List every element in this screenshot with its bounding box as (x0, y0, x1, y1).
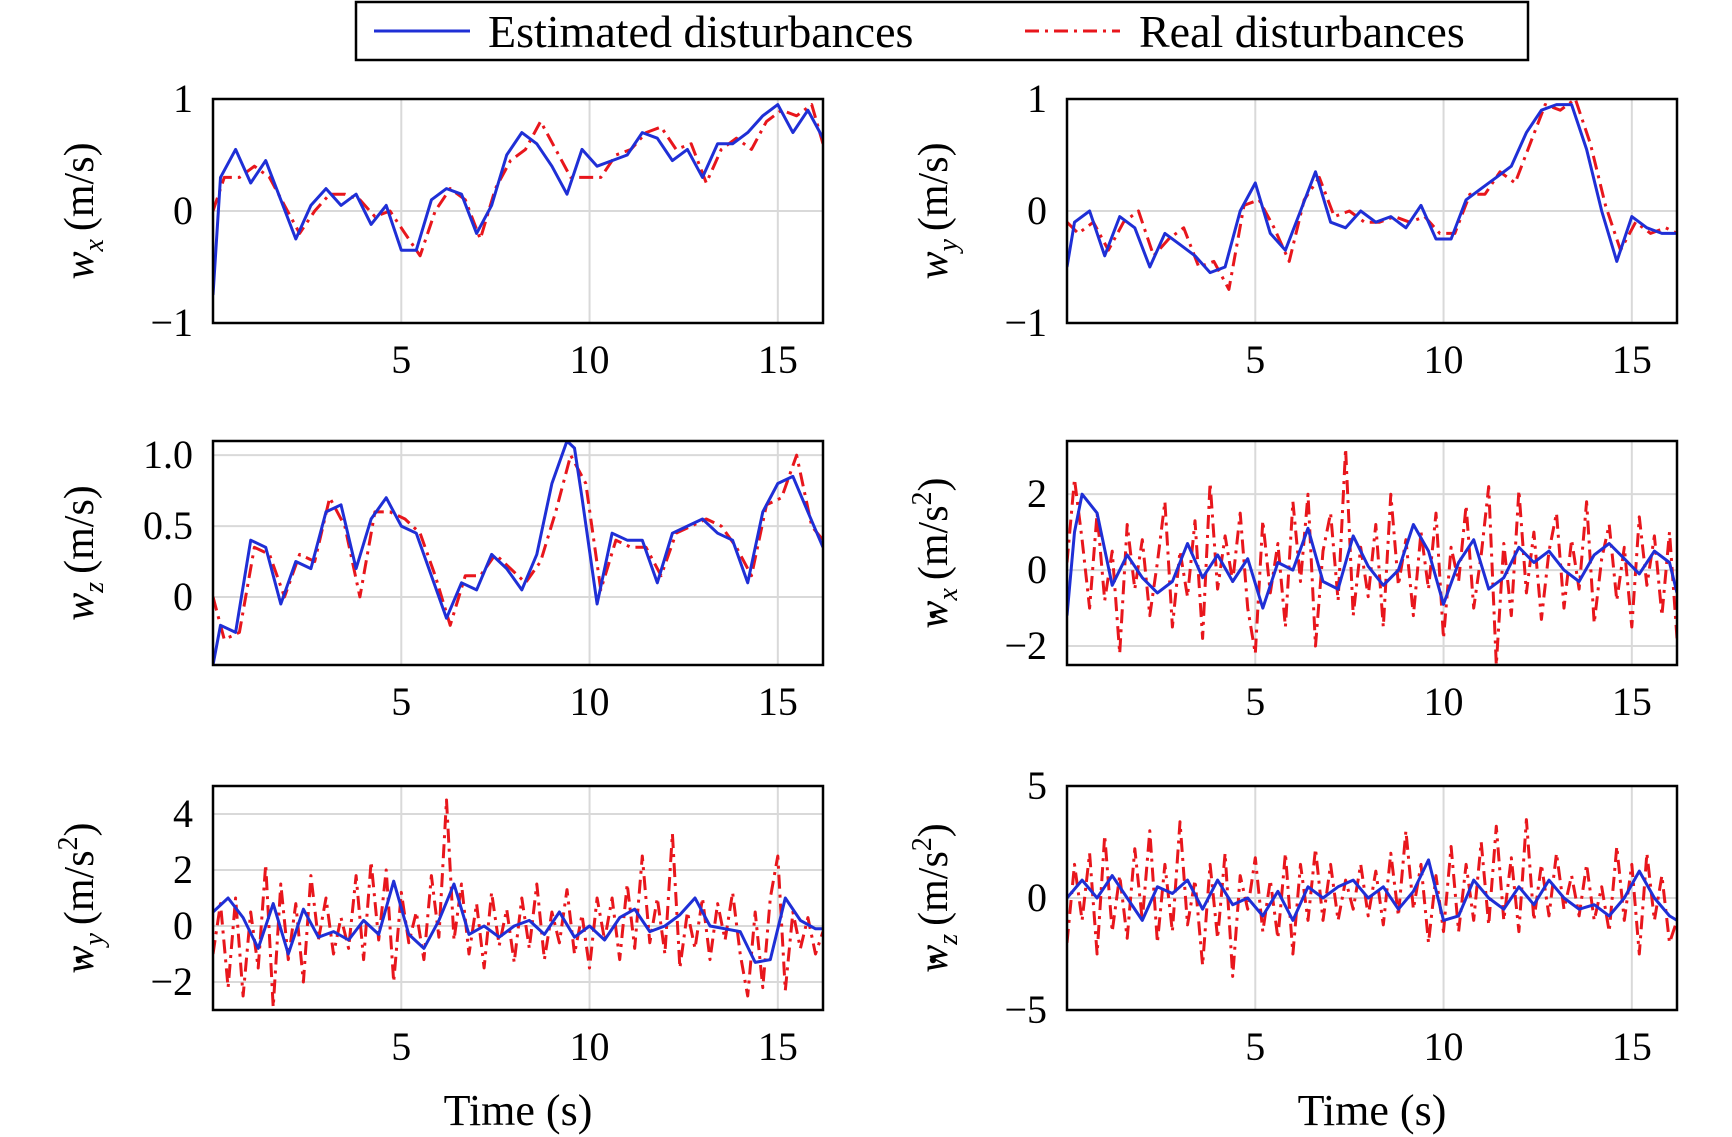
y-tick-label: 0 (173, 574, 193, 619)
y-tick-label: 2 (173, 847, 193, 892)
derivative-dot (929, 956, 937, 964)
y-tick-label: 0 (1027, 875, 1047, 920)
legend-estimated-label: Estimated disturbances (488, 6, 913, 57)
x-tick-label: 15 (1612, 1024, 1652, 1069)
x-tick-label: 10 (1424, 1024, 1464, 1069)
y-axis-label: wz(m/s) (57, 485, 110, 621)
series-line-real (1067, 818, 1677, 978)
x-axis-label-right: Time (s) (1298, 1086, 1447, 1135)
y-tick-label: −5 (1004, 987, 1047, 1032)
legend-real-label: Real disturbances (1139, 6, 1465, 57)
y-tick-label: 0 (173, 188, 193, 233)
derivative-dot (929, 611, 937, 619)
series-line-estimated (213, 879, 823, 964)
y-tick-label: −2 (150, 959, 193, 1004)
plot-area (213, 441, 823, 665)
x-tick-label: 10 (1424, 337, 1464, 382)
x-tick-label: 5 (391, 1024, 411, 1069)
y-tick-label: 1 (1027, 76, 1047, 121)
panel-wy-dot: 5 10 15 4 2 0 −2 wy(m/s2) (53, 784, 825, 1069)
x-tick-label: 5 (391, 679, 411, 724)
y-tick-label: 0 (173, 903, 193, 948)
series-line-real (213, 798, 823, 1009)
y-tick-label: 4 (173, 791, 193, 836)
x-tick-label: 5 (391, 337, 411, 382)
x-tick-label: 10 (570, 1024, 610, 1069)
axes-frame (211, 784, 825, 1012)
y-tick-label: 2 (1027, 471, 1047, 516)
series-line-estimated (213, 103, 823, 296)
axes-frame (211, 97, 825, 325)
x-tick-label: 15 (1612, 679, 1652, 724)
y-tick-label: −1 (150, 300, 193, 345)
y-tick-label: −2 (1004, 623, 1047, 668)
legend-box (354, 0, 1530, 62)
x-tick-label: 10 (1424, 679, 1464, 724)
series-line-estimated (1067, 103, 1677, 275)
series-line-estimated (213, 441, 823, 665)
axes-frame (1065, 97, 1679, 325)
series-line-real (1067, 447, 1677, 665)
y-tick-label: 0 (1027, 547, 1047, 592)
x-tick-label: 15 (758, 679, 798, 724)
x-tick-label: 15 (758, 337, 798, 382)
axes-frame (1065, 439, 1679, 667)
x-axis-label-left: Time (s) (444, 1086, 593, 1135)
x-tick-label: 5 (1245, 337, 1265, 382)
y-axis-label: wx(m/s) (57, 142, 110, 279)
x-tick-label: 10 (570, 679, 610, 724)
plot-area (213, 786, 823, 1010)
x-tick-label: 5 (1245, 1024, 1265, 1069)
y-axis-label: wx(m/s2) (907, 477, 964, 628)
series-line-real (213, 103, 823, 258)
series-line-real (1067, 99, 1677, 291)
axes-frame (211, 439, 825, 667)
y-axis-label: wy(m/s2) (53, 822, 110, 973)
y-tick-label: 1.0 (143, 432, 193, 477)
y-tick-label: 0 (1027, 188, 1047, 233)
derivative-dot (75, 956, 83, 964)
y-tick-label: 5 (1027, 763, 1047, 808)
x-tick-label: 15 (758, 1024, 798, 1069)
panel-wz: 5 10 15 1.0 0.5 0 wz(m/s) (57, 432, 825, 724)
y-axis-label: wz(m/s2) (907, 823, 964, 973)
legend: Estimated disturbances Real disturbances (354, 0, 1530, 62)
series-line-estimated (1067, 858, 1677, 922)
y-tick-label: 1 (173, 76, 193, 121)
panel-wz-dot: 5 10 15 5 0 −5 wz(m/s2) (907, 763, 1679, 1069)
y-tick-label: −1 (1004, 300, 1047, 345)
y-axis-label: wy(m/s) (911, 142, 964, 279)
axes-frame (1065, 784, 1679, 1012)
x-tick-label: 15 (1612, 337, 1652, 382)
y-tick-label: 0.5 (143, 503, 193, 548)
x-tick-label: 10 (570, 337, 610, 382)
x-tick-label: 5 (1245, 679, 1265, 724)
series-line-estimated (1067, 492, 1677, 616)
